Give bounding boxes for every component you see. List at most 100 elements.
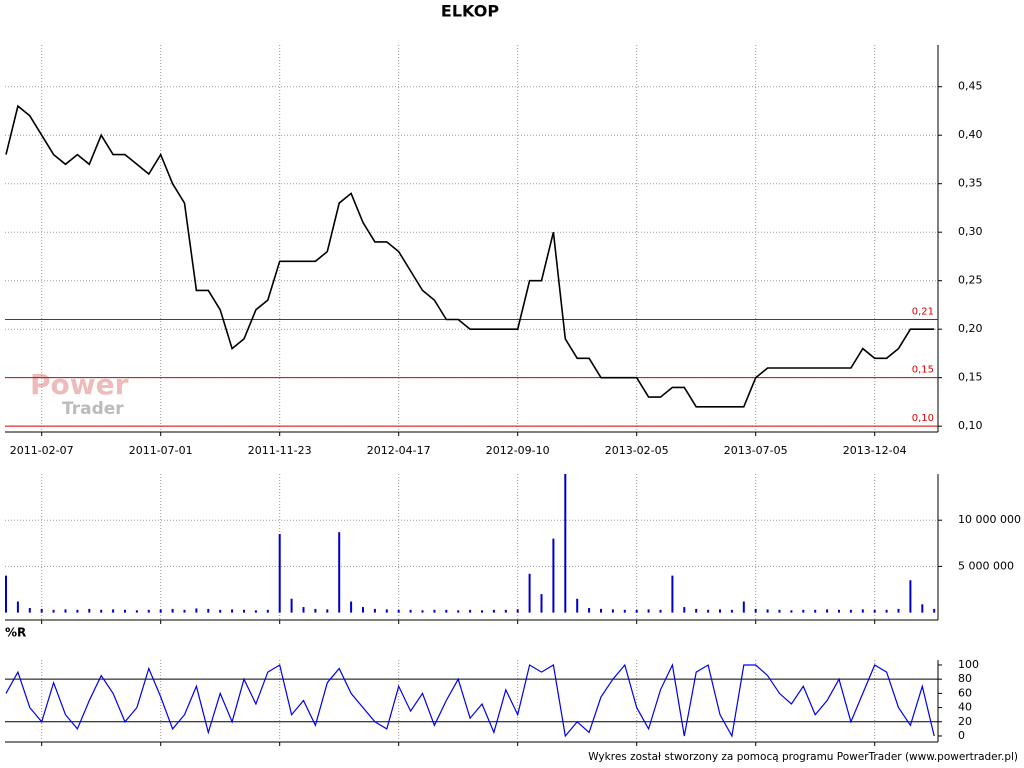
- volume-bar: [838, 609, 840, 613]
- x-tick-label: 2012-09-10: [486, 444, 550, 457]
- volume-bar: [373, 608, 376, 613]
- volume-bar: [611, 609, 614, 613]
- volume-bar: [492, 609, 495, 613]
- volume-bar: [671, 575, 674, 613]
- volume-bar: [469, 609, 472, 613]
- watermark: Power: [30, 368, 129, 401]
- volume-bar: [766, 609, 769, 613]
- volume-bar: [302, 607, 305, 613]
- volume-bar: [326, 609, 329, 613]
- panel-title: %R: [5, 626, 26, 640]
- volume-bar: [933, 608, 936, 613]
- volume-bar: [552, 538, 555, 613]
- volume-bar: [171, 608, 174, 613]
- volume-bar: [278, 534, 281, 613]
- y-tick-label: 40: [958, 701, 972, 714]
- y-tick-label: 0: [958, 729, 965, 742]
- volume-bar: [528, 573, 531, 613]
- reference-label: 0,15: [912, 365, 934, 376]
- y-tick-label: 100: [958, 658, 979, 671]
- volume-bar: [28, 607, 31, 613]
- volume-bar: [600, 608, 602, 613]
- volume-bar: [350, 601, 353, 613]
- volume-bar: [147, 609, 150, 613]
- volume-bar: [623, 609, 626, 613]
- volume-bar: [135, 610, 138, 613]
- volume-bar: [588, 607, 591, 613]
- y-tick-label: 0,40: [958, 128, 983, 141]
- watermark: Trader: [62, 399, 124, 419]
- y-tick-label: 20: [958, 715, 972, 728]
- volume-bar: [40, 608, 43, 613]
- y-tick-label: 5 000 000: [958, 559, 1014, 572]
- volume-bar: [707, 609, 710, 613]
- volume-bar: [659, 609, 662, 613]
- volume-bar: [195, 608, 198, 613]
- volume-bar: [576, 598, 579, 613]
- reference-label: 0,21: [912, 306, 934, 317]
- x-tick-label: 2012-04-17: [367, 444, 431, 457]
- volume-bar: [861, 609, 864, 613]
- volume-bar: [409, 609, 412, 613]
- volume-bar: [362, 607, 364, 613]
- volume-bar: [314, 608, 317, 613]
- price-line: [5, 104, 935, 408]
- volume-bar: [790, 610, 793, 613]
- volume-bar: [564, 474, 567, 613]
- volume-bar: [814, 609, 817, 613]
- volume-bar: [647, 609, 650, 613]
- volume-bar: [397, 609, 400, 613]
- volume-bar: [266, 609, 269, 613]
- x-tick-label: 2013-02-05: [605, 444, 669, 457]
- volume-bar: [909, 580, 912, 613]
- y-tick-label: 0,30: [958, 225, 983, 238]
- x-tick-label: 2011-11-23: [248, 444, 312, 457]
- volume-bar: [290, 598, 293, 613]
- volume-bar: [695, 608, 698, 613]
- volume-bar: [921, 604, 924, 613]
- x-tick-label: 2011-07-01: [129, 444, 193, 457]
- volume-bar: [112, 609, 115, 613]
- volume-bar: [516, 609, 519, 613]
- y-tick-label: 60: [958, 686, 972, 699]
- x-tick-label: 2011-02-07: [10, 444, 74, 457]
- volume-bar: [885, 609, 888, 613]
- volume-bar: [16, 601, 19, 613]
- y-tick-label: 0,45: [958, 80, 983, 93]
- y-tick-label: 10 000 000: [958, 513, 1021, 526]
- volume-bar: [64, 609, 67, 613]
- reference-label: 0,10: [912, 413, 934, 424]
- volume-bar: [445, 609, 448, 613]
- volume-bar: [826, 609, 829, 613]
- volume-bar: [504, 609, 507, 613]
- footer: Wykres został stworzony za pomocą progra…: [588, 751, 1018, 763]
- volume-bar: [433, 609, 436, 613]
- volume-bar: [52, 609, 55, 613]
- volume-bar: [742, 601, 745, 613]
- volume-bar: [457, 610, 460, 613]
- volume-bar: [219, 609, 222, 613]
- volume-bar: [802, 609, 805, 613]
- x-tick-label: 2013-12-04: [843, 444, 907, 457]
- volume-bar: [873, 609, 876, 613]
- volume-bar: [635, 609, 638, 613]
- volume-bar: [719, 609, 721, 613]
- volume-bar: [231, 609, 234, 613]
- y-tick-label: 80: [958, 672, 972, 685]
- volume-bar: [683, 607, 686, 613]
- x-tick-label: 2013-07-05: [724, 444, 788, 457]
- volume-bar: [254, 610, 257, 613]
- y-tick-label: 0,15: [958, 371, 983, 384]
- volume-bar: [754, 608, 757, 613]
- y-tick-label: 0,10: [958, 419, 983, 432]
- volume-bar: [100, 609, 103, 613]
- y-tick-label: 0,20: [958, 322, 983, 335]
- volume-bar: [730, 609, 733, 613]
- volume-bar: [159, 609, 162, 613]
- volume-bar: [76, 609, 79, 613]
- volume-bar: [849, 609, 852, 613]
- volume-bar: [385, 609, 388, 613]
- volume-bar: [88, 608, 91, 613]
